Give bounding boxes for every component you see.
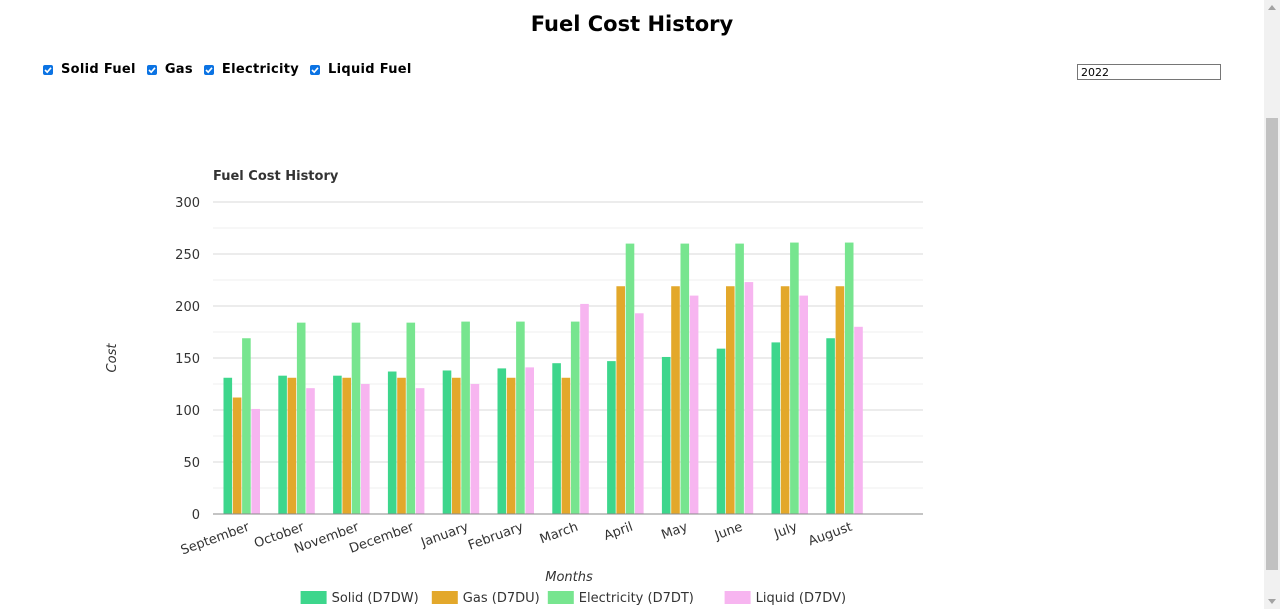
y-tick-label: 150 xyxy=(175,352,200,367)
legend-label-4[interactable]: Liquid (D7DV) xyxy=(756,591,846,606)
solid-fuel-checkbox[interactable] xyxy=(43,64,53,75)
bar-june-1[interactable] xyxy=(716,348,726,514)
bar-september-1[interactable] xyxy=(223,377,233,514)
filter-gas[interactable]: Gas xyxy=(144,62,193,77)
bar-april-4[interactable] xyxy=(635,313,644,514)
bar-april-1[interactable] xyxy=(607,361,616,514)
x-tick-label-april: April xyxy=(602,520,635,544)
y-tick-label: 250 xyxy=(175,248,200,263)
fuel-filters: Solid Fuel Gas Electricity Liquid Fuel xyxy=(40,62,420,77)
y-tick-label: 0 xyxy=(192,508,200,523)
bar-august-4[interactable] xyxy=(854,326,863,514)
bar-march-4[interactable] xyxy=(580,303,589,514)
legend-swatch-1[interactable] xyxy=(300,591,327,604)
scroll-up-arrow-icon[interactable] xyxy=(1268,5,1276,10)
chart-bars xyxy=(223,242,863,514)
x-tick-label-august: August xyxy=(806,520,854,550)
legend-swatch-4[interactable] xyxy=(724,591,751,604)
bar-april-3[interactable] xyxy=(625,243,635,514)
liquid-fuel-label: Liquid Fuel xyxy=(328,62,412,77)
bar-november-3[interactable] xyxy=(351,322,361,514)
y-tick-label: 100 xyxy=(175,404,200,419)
bar-february-3[interactable] xyxy=(516,321,525,514)
bar-december-3[interactable] xyxy=(406,322,416,514)
bar-october-4[interactable] xyxy=(306,388,315,514)
bar-may-2[interactable] xyxy=(671,286,680,514)
filter-electricity[interactable]: Electricity xyxy=(201,62,299,77)
gas-label: Gas xyxy=(164,62,193,77)
bar-march-3[interactable] xyxy=(570,321,580,514)
bar-may-4[interactable] xyxy=(689,295,699,514)
x-tick-label-january: January xyxy=(418,520,471,551)
bar-november-4[interactable] xyxy=(361,384,370,514)
scroll-down-arrow-icon[interactable] xyxy=(1268,599,1276,604)
bar-june-2[interactable] xyxy=(726,286,735,514)
page-title: Fuel Cost History xyxy=(530,12,734,36)
filter-liquid-fuel[interactable]: Liquid Fuel xyxy=(307,62,412,77)
chart-title: Fuel Cost History xyxy=(213,169,339,184)
bar-february-4[interactable] xyxy=(525,367,534,514)
x-axis-title: Months xyxy=(545,570,593,585)
vertical-scrollbar[interactable] xyxy=(1264,0,1280,609)
bar-december-1[interactable] xyxy=(387,371,397,514)
filter-solid-fuel[interactable]: Solid Fuel xyxy=(40,62,136,77)
bar-november-2[interactable] xyxy=(342,377,351,514)
bar-march-2[interactable] xyxy=(561,377,571,514)
year-input[interactable] xyxy=(1077,64,1221,80)
x-tick-label-june: June xyxy=(712,520,745,544)
bar-march-1[interactable] xyxy=(552,363,561,514)
bar-january-1[interactable] xyxy=(442,370,452,514)
electricity-checkbox[interactable] xyxy=(203,64,214,75)
bar-september-4[interactable] xyxy=(251,408,260,514)
bar-may-3[interactable] xyxy=(680,243,690,514)
bar-october-2[interactable] xyxy=(287,377,297,514)
bar-june-3[interactable] xyxy=(735,243,744,514)
y-tick-label: 50 xyxy=(183,456,200,471)
legend-label-1[interactable]: Solid (D7DW) xyxy=(332,591,419,606)
bar-september-2[interactable] xyxy=(232,397,242,514)
bar-february-2[interactable] xyxy=(506,377,516,514)
solid-fuel-label: Solid Fuel xyxy=(61,62,136,77)
bar-december-4[interactable] xyxy=(415,388,425,514)
legend-label-2[interactable]: Gas (D7DU) xyxy=(463,591,540,606)
bar-september-3[interactable] xyxy=(242,338,251,514)
legend-swatch-3[interactable] xyxy=(547,591,574,604)
gas-checkbox[interactable] xyxy=(146,64,157,75)
bar-july-4[interactable] xyxy=(799,295,808,514)
bar-december-2[interactable] xyxy=(397,377,406,514)
bar-november-1[interactable] xyxy=(333,375,342,514)
bar-august-1[interactable] xyxy=(826,338,835,514)
y-tick-label: 300 xyxy=(175,196,200,211)
x-tick-label-march: March xyxy=(538,520,580,548)
y-axis-ticks: 0 50 100 150 200 250 300 xyxy=(175,196,200,523)
scrollbar-thumb[interactable] xyxy=(1266,118,1278,570)
legend-label-3[interactable]: Electricity (D7DT) xyxy=(579,591,694,606)
bar-january-2[interactable] xyxy=(452,377,461,514)
y-axis-title: Cost xyxy=(105,343,120,373)
legend-swatch-2[interactable] xyxy=(431,591,458,604)
x-tick-label-may: May xyxy=(659,520,690,543)
bar-october-1[interactable] xyxy=(278,375,287,514)
x-tick-label-february: February xyxy=(466,520,526,554)
bar-july-2[interactable] xyxy=(780,286,790,514)
bar-may-1[interactable] xyxy=(661,356,671,514)
liquid-fuel-checkbox[interactable] xyxy=(310,64,320,75)
bar-april-2[interactable] xyxy=(616,286,625,514)
x-tick-label-september: September xyxy=(179,519,252,558)
bar-july-3[interactable] xyxy=(790,242,799,514)
electricity-label: Electricity xyxy=(221,62,299,77)
bar-june-4[interactable] xyxy=(744,282,754,514)
bar-august-2[interactable] xyxy=(835,286,845,514)
chart-legend: Solid (D7DW) Gas (D7DU) Electricity (D7DT)… xyxy=(300,591,846,606)
bar-july-1[interactable] xyxy=(771,342,781,514)
bar-february-1[interactable] xyxy=(497,368,507,514)
bar-august-3[interactable] xyxy=(844,242,854,514)
y-tick-label: 200 xyxy=(175,300,200,315)
x-tick-label-july: July xyxy=(771,520,799,543)
bar-october-3[interactable] xyxy=(296,322,306,514)
bar-january-4[interactable] xyxy=(470,384,480,514)
bar-january-3[interactable] xyxy=(461,321,470,514)
